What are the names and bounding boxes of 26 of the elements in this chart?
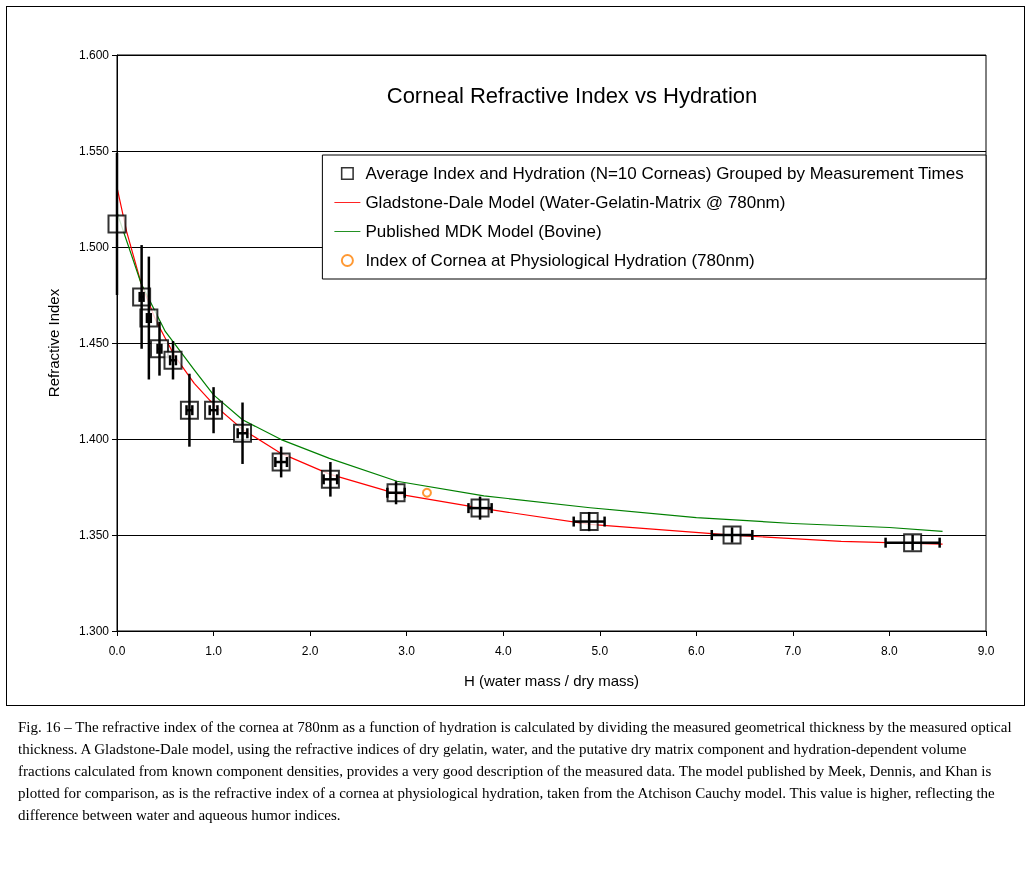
x-tick-label: 9.0 bbox=[977, 644, 995, 658]
x-tick-label: 0.0 bbox=[108, 644, 126, 658]
y-tick-label: 1.350 bbox=[78, 528, 110, 542]
x-tick-label: 1.0 bbox=[205, 644, 223, 658]
legend-label: Published MDK Model (Bovine) bbox=[365, 222, 602, 241]
y-tick-label: 1.450 bbox=[78, 336, 110, 350]
x-tick-label: 4.0 bbox=[494, 644, 512, 658]
x-tick-label: 2.0 bbox=[301, 644, 319, 658]
legend-label: Index of Cornea at Physiological Hydration (780nm) bbox=[365, 251, 755, 270]
y-tick-label: 1.500 bbox=[78, 240, 110, 254]
y-tick-label: 1.550 bbox=[78, 144, 110, 158]
x-tick-label: 7.0 bbox=[784, 644, 802, 658]
text: Corneal Refractive Index vs Hydration bbox=[386, 82, 758, 108]
x-axis-title: H (water mass / dry mass) bbox=[463, 672, 640, 689]
point bbox=[421, 487, 432, 498]
y-tick-label: 1.300 bbox=[78, 624, 110, 638]
x-tick-label: 5.0 bbox=[591, 644, 609, 658]
y-tick-label: 1.400 bbox=[78, 432, 110, 446]
x-tick-label: 8.0 bbox=[881, 644, 899, 658]
y-tick-label: 1.600 bbox=[78, 48, 110, 62]
x-tick-label: 6.0 bbox=[687, 644, 705, 658]
legend-label: Gladstone-Dale Model (Water-Gelatin-Matrix @ 780nm) bbox=[365, 193, 786, 212]
y-axis-title: Refractive Index bbox=[45, 288, 62, 398]
x-tick-label: 3.0 bbox=[398, 644, 416, 658]
caption: Fig. 16 – The refractive index of the cornea at 780nm as a function of hydration is calculated by dividing the measured geometrical thickness by the measured optical thickness. A Gladstone-Dale model, using the refractive indices of dry gelatin, water, and the putative dry matrix component and hydration-dependent volume fractions calculated from known component densities, provides a very good description of the measured data. The model published by Meek, Dennis, and Khan is plotted for comparison, as is the refractive index of a cornea at physiological hydration, taken from the Atchison Cauchy model. This value is higher, reflecting the difference between water and aqueous humor indices. bbox=[18, 718, 1013, 825]
legend-label: Average Index and Hydration (N=10 Corneas) Grouped by Measurement Times bbox=[365, 164, 964, 183]
